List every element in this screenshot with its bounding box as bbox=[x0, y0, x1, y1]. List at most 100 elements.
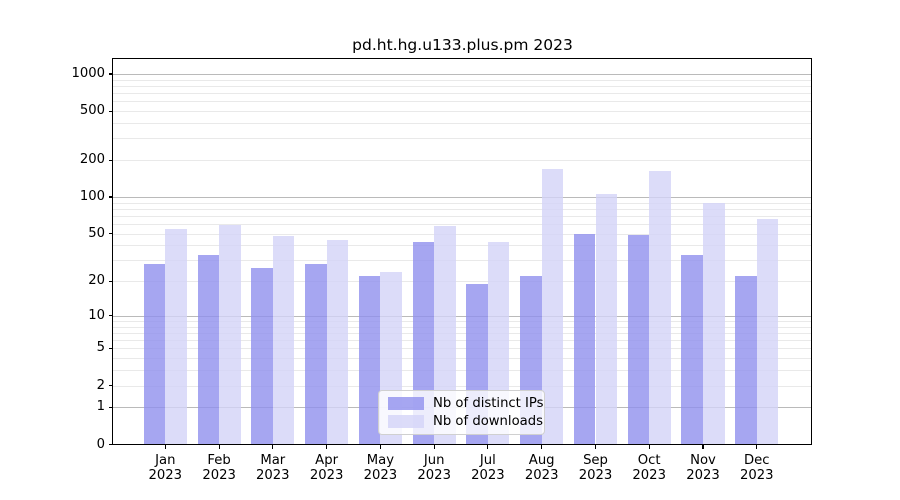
x-tick bbox=[756, 445, 758, 450]
x-tick-month: Nov bbox=[690, 452, 716, 468]
gridline-minor bbox=[113, 160, 812, 162]
x-tick-year: 2023 bbox=[740, 468, 774, 483]
x-tick bbox=[702, 445, 704, 450]
bar-nb-of-downloads-jan bbox=[165, 228, 187, 445]
y-tick-label: 500 bbox=[79, 103, 105, 119]
y-tick-label: 0 bbox=[96, 436, 105, 452]
gridline-minor bbox=[113, 370, 812, 372]
gridline-minor bbox=[113, 138, 812, 140]
x-tick-label-aug: Aug 2023 bbox=[510, 453, 574, 484]
legend-label: Nb of downloads bbox=[433, 414, 543, 429]
x-tick-label-jul: Jul 2023 bbox=[456, 453, 520, 484]
legend: Nb of distinct IPs Nb of downloads bbox=[378, 390, 545, 435]
gridline-minor bbox=[113, 123, 812, 125]
gridline-major bbox=[113, 315, 812, 317]
x-tick-year: 2023 bbox=[363, 468, 398, 483]
x-tick-year: 2023 bbox=[471, 468, 505, 483]
gridline-minor bbox=[113, 101, 812, 103]
x-tick-year: 2023 bbox=[256, 468, 290, 483]
bar-nb-of-distinct-ips-jan bbox=[143, 263, 166, 445]
gridline-minor bbox=[113, 385, 812, 387]
gridline-minor bbox=[113, 348, 812, 350]
x-tick-label-feb: Feb 2023 bbox=[187, 453, 251, 484]
x-tick-year: 2023 bbox=[632, 468, 666, 483]
y-tick bbox=[108, 385, 113, 387]
gridline-minor bbox=[113, 340, 812, 342]
x-tick-month: Oct bbox=[637, 452, 661, 468]
gridline-minor bbox=[113, 281, 812, 283]
x-tick-label-sep: Sep 2023 bbox=[564, 453, 628, 484]
y-tick bbox=[108, 347, 113, 349]
y-tick-label: 1 bbox=[96, 399, 105, 415]
gridline-major bbox=[113, 74, 812, 75]
y-tick bbox=[108, 159, 113, 161]
bar-nb-of-downloads-aug bbox=[541, 169, 564, 445]
gridline-minor bbox=[113, 333, 812, 334]
x-tick-label-apr: Apr 2023 bbox=[295, 453, 359, 484]
y-tick bbox=[108, 443, 113, 446]
y-tick-label: 200 bbox=[79, 152, 105, 168]
y-tick bbox=[108, 73, 113, 75]
y-tick-label: 5 bbox=[96, 340, 105, 356]
gridline-minor bbox=[113, 224, 812, 225]
gridline-minor bbox=[113, 215, 812, 217]
x-tick-month: Jan bbox=[155, 452, 176, 468]
gridline-minor bbox=[113, 79, 812, 81]
y-tick bbox=[108, 196, 113, 198]
x-tick-label-jan: Jan 2023 bbox=[133, 453, 197, 484]
x-tick-label-jun: Jun 2023 bbox=[402, 453, 466, 484]
y-tick-label: 50 bbox=[88, 225, 105, 241]
legend-label: Nb of distinct IPs bbox=[433, 396, 544, 411]
gridline-minor bbox=[113, 321, 812, 322]
legend-swatch-nb-of-distinct-ips bbox=[388, 397, 424, 410]
x-tick bbox=[594, 445, 597, 450]
x-tick-year: 2023 bbox=[686, 468, 720, 483]
bar-nb-of-downloads-sep bbox=[595, 193, 618, 445]
x-tick-year: 2023 bbox=[202, 468, 236, 483]
gridline-minor bbox=[113, 86, 812, 87]
x-tick-year: 2023 bbox=[417, 468, 451, 483]
bar-nb-of-distinct-ips-oct bbox=[627, 234, 650, 445]
x-tick-label-dec: Dec 2023 bbox=[725, 453, 789, 484]
bar-nb-of-downloads-mar bbox=[272, 235, 295, 445]
gridline-minor bbox=[113, 93, 812, 95]
y-tick-label: 20 bbox=[88, 273, 105, 289]
x-tick-year: 2023 bbox=[309, 468, 344, 483]
y-tick-label: 100 bbox=[79, 189, 105, 204]
legend-row: Nb of distinct IPs bbox=[388, 396, 544, 411]
bar-nb-of-distinct-ips-apr bbox=[305, 263, 327, 445]
x-tick-month: Dec bbox=[744, 452, 770, 468]
legend-row: Nb of downloads bbox=[388, 414, 543, 429]
x-tick-label-nov: Nov 2023 bbox=[671, 453, 735, 484]
gridline-major bbox=[113, 197, 812, 198]
x-tick-year: 2023 bbox=[578, 468, 613, 483]
x-tick bbox=[164, 445, 166, 450]
y-tick bbox=[108, 233, 113, 235]
x-tick bbox=[379, 445, 381, 450]
y-tick bbox=[108, 315, 113, 317]
x-tick-label-may: May 2023 bbox=[348, 453, 412, 484]
bar-nb-of-distinct-ips-mar bbox=[251, 267, 273, 445]
x-tick bbox=[487, 445, 489, 450]
bar-nb-of-downloads-apr bbox=[326, 240, 349, 445]
bar-nb-of-downloads-jun bbox=[434, 225, 456, 445]
x-tick-month: Aug bbox=[528, 452, 555, 468]
y-tick-label: 10 bbox=[88, 307, 105, 323]
x-tick bbox=[648, 445, 650, 450]
x-tick bbox=[218, 445, 220, 450]
bar-nb-of-distinct-ips-nov bbox=[681, 255, 703, 445]
x-tick-label-oct: Oct 2023 bbox=[617, 453, 681, 484]
bar-nb-of-downloads-feb bbox=[219, 224, 241, 445]
y-tick-label: 1000 bbox=[71, 66, 105, 81]
x-tick-month: Jun bbox=[423, 452, 445, 468]
x-tick-month: Jul bbox=[479, 452, 496, 468]
y-tick bbox=[108, 280, 113, 282]
gridline-minor bbox=[113, 111, 812, 113]
x-tick bbox=[326, 445, 328, 450]
x-tick-month: Mar bbox=[260, 452, 286, 468]
x-tick-month: May bbox=[366, 452, 395, 468]
gridline-minor bbox=[113, 202, 812, 204]
x-tick bbox=[433, 445, 435, 450]
x-tick-label-mar: Mar 2023 bbox=[241, 453, 305, 484]
